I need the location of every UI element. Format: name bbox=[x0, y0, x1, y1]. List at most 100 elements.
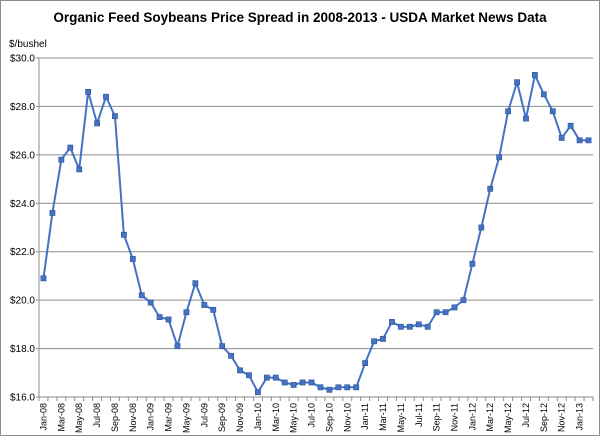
data-point bbox=[120, 231, 127, 238]
x-tick-label: Jul-08 bbox=[92, 403, 102, 428]
data-point bbox=[103, 93, 109, 100]
x-tick-label: Mar-08 bbox=[56, 403, 66, 432]
data-point bbox=[76, 166, 83, 173]
x-tick-label: May-12 bbox=[503, 403, 513, 433]
data-point bbox=[192, 280, 199, 287]
x-tick-label: Jul-11 bbox=[414, 403, 424, 427]
data-point bbox=[58, 156, 65, 163]
data-point bbox=[567, 122, 574, 129]
data-point bbox=[40, 275, 47, 282]
data-point bbox=[353, 384, 360, 391]
x-tick-label: Nov-08 bbox=[128, 403, 138, 432]
x-tick-label: May-10 bbox=[289, 403, 299, 433]
y-tick-label: $18.0 bbox=[10, 344, 35, 355]
data-point bbox=[415, 321, 422, 328]
data-point bbox=[335, 384, 342, 391]
x-tick-label: Jan-09 bbox=[146, 403, 156, 431]
data-point bbox=[156, 314, 163, 320]
x-tick-label: Jan-10 bbox=[253, 403, 263, 431]
x-tick-label: Sep-12 bbox=[539, 403, 549, 432]
x-tick-label: Sep-08 bbox=[110, 403, 120, 432]
x-tick-label: Jan-13 bbox=[575, 403, 585, 431]
data-point bbox=[112, 113, 118, 120]
data-point bbox=[371, 338, 377, 345]
data-point bbox=[585, 137, 592, 144]
data-point bbox=[487, 185, 494, 192]
x-tick-label: Sep-10 bbox=[324, 403, 334, 432]
data-point bbox=[469, 260, 476, 267]
x-tick-label: Jan-12 bbox=[467, 403, 477, 431]
x-tick-label: Jul-09 bbox=[199, 403, 209, 428]
y-tick-label: $22.0 bbox=[10, 247, 35, 258]
data-point bbox=[317, 384, 324, 391]
y-tick-label: $24.0 bbox=[10, 199, 35, 210]
x-tick-label: Jan-08 bbox=[38, 403, 48, 431]
x-tick-label: Mar-11 bbox=[378, 403, 388, 431]
data-point bbox=[424, 323, 431, 330]
data-point bbox=[523, 115, 529, 122]
y-tick-label: $20.0 bbox=[10, 296, 35, 307]
data-point bbox=[397, 323, 404, 330]
data-point bbox=[406, 323, 413, 330]
data-point bbox=[138, 292, 145, 299]
data-point bbox=[147, 299, 154, 306]
x-tick-label: Mar-10 bbox=[271, 403, 281, 432]
x-tick-label: May-09 bbox=[181, 403, 191, 433]
data-point bbox=[210, 306, 217, 313]
data-point bbox=[442, 309, 449, 316]
gridlines bbox=[39, 57, 593, 350]
data-point bbox=[478, 224, 485, 231]
data-point bbox=[496, 154, 503, 161]
y-axis-label: $/bushel bbox=[9, 39, 47, 50]
data-point bbox=[255, 389, 261, 396]
data-point bbox=[263, 374, 270, 381]
x-tick-label: Jan-11 bbox=[360, 403, 370, 430]
data-point bbox=[576, 137, 583, 144]
data-point bbox=[460, 297, 467, 304]
x-tick-label: Nov-09 bbox=[235, 403, 245, 432]
data-point bbox=[451, 304, 458, 311]
data-point bbox=[362, 360, 369, 366]
data-point bbox=[299, 379, 306, 386]
x-tick-label: Sep-11 bbox=[432, 403, 442, 431]
data-point bbox=[201, 302, 208, 308]
data-point bbox=[380, 335, 386, 342]
data-point bbox=[505, 108, 512, 115]
data-point bbox=[344, 384, 351, 391]
data-point bbox=[290, 381, 297, 388]
data-point bbox=[49, 210, 56, 216]
series-price-spread bbox=[40, 72, 592, 396]
data-point bbox=[219, 343, 226, 350]
data-point bbox=[183, 309, 190, 316]
x-tick-label: Jul-12 bbox=[521, 403, 531, 428]
x-tick-label: Jul-10 bbox=[307, 403, 317, 428]
y-tick-label: $26.0 bbox=[10, 150, 35, 161]
data-point bbox=[532, 72, 538, 78]
x-tick-labels: Jan-08 Mar-08 May-08 Jul-08 Sep-08 Nov-08 Jan-… bbox=[38, 403, 584, 433]
x-tick-label: Nov-10 bbox=[342, 403, 352, 432]
data-point bbox=[174, 343, 181, 350]
x-tick-label: Sep-09 bbox=[217, 403, 227, 432]
data-point bbox=[237, 367, 243, 374]
data-point bbox=[389, 319, 395, 325]
x-tick-label: May-11 bbox=[396, 403, 406, 432]
data-point bbox=[308, 379, 315, 386]
axes bbox=[36, 57, 594, 401]
data-point bbox=[514, 79, 520, 86]
series-line bbox=[42, 73, 589, 394]
x-tick-label: Mar-12 bbox=[485, 403, 495, 432]
data-point bbox=[246, 372, 252, 379]
x-tick-label: May-08 bbox=[74, 403, 84, 433]
data-point bbox=[540, 91, 547, 98]
x-tick-label: Nov-11 bbox=[450, 403, 460, 431]
y-tick-label: $16.0 bbox=[10, 393, 35, 404]
data-point bbox=[228, 352, 235, 359]
data-point bbox=[558, 135, 565, 141]
data-point bbox=[433, 309, 440, 316]
y-tick-labels: $16.0 $18.0 $20.0 $22.0 $24.0 $26.0 $28.0 $30.0 bbox=[10, 54, 35, 404]
data-point bbox=[94, 120, 100, 127]
data-point bbox=[272, 374, 279, 381]
data-point bbox=[67, 144, 74, 151]
data-point bbox=[85, 89, 92, 95]
